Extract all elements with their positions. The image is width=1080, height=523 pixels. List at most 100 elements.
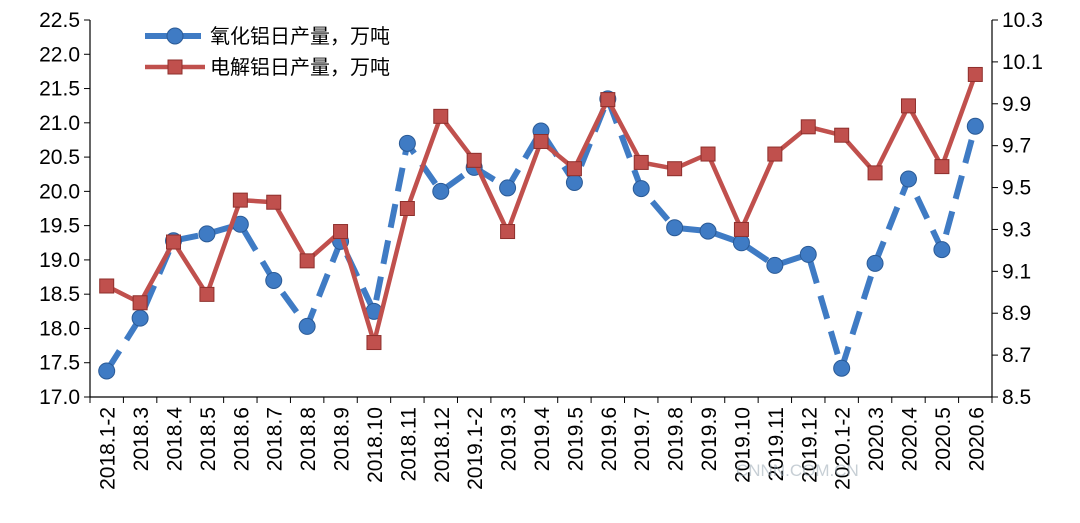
data-point	[667, 161, 683, 177]
data-point	[366, 335, 382, 351]
x-tick-label: 2019.10	[731, 407, 754, 483]
x-tick-label: 2019.1-2	[464, 407, 487, 490]
x-tick-label: 2018.8	[297, 407, 320, 471]
right-tick-label: 8.5	[1002, 386, 1031, 409]
left-tick-label: 17.0	[39, 386, 80, 409]
data-point	[131, 309, 149, 327]
axes	[89, 20, 993, 398]
right-tick-label: 8.7	[1002, 344, 1031, 367]
data-point	[733, 221, 749, 237]
data-point	[98, 362, 116, 380]
x-tick-label: 2018.1-2	[97, 407, 120, 490]
data-point	[767, 146, 783, 162]
data-point	[533, 133, 549, 149]
legend-marker-electrolytic	[167, 59, 183, 75]
data-point	[899, 170, 917, 188]
right-tick-label: 10.3	[1002, 9, 1043, 32]
right-tick-label: 9.9	[1002, 93, 1031, 116]
data-point	[299, 253, 315, 269]
watermark: CNNN.COM.CN	[736, 461, 859, 480]
series-layer	[98, 66, 984, 380]
left-tick-label: 19.5	[39, 215, 80, 238]
data-point	[600, 92, 616, 108]
data-point	[933, 241, 951, 259]
series-electrolytic	[99, 66, 983, 351]
data-point	[766, 256, 784, 274]
left-axis-ticks: 17.0 17.5 18.0 18.5 19.0 19.5 20.0 20.5 21.0 21.5…	[39, 9, 90, 409]
data-point	[633, 154, 649, 170]
x-tick-label: 2020.5	[932, 407, 955, 471]
data-point	[966, 117, 984, 135]
x-tick-label: 2018.7	[264, 407, 287, 471]
data-point	[265, 271, 283, 289]
x-tick-label: 2019.6	[598, 407, 621, 471]
left-tick-label: 20.5	[39, 146, 80, 169]
x-tick-label: 2018.6	[230, 407, 253, 471]
x-tick-label: 2018.5	[197, 407, 220, 471]
data-point	[867, 165, 883, 181]
left-tick-label: 20.0	[39, 180, 80, 203]
series-line	[105, 73, 978, 345]
x-tick-label: 2018.12	[431, 407, 454, 483]
left-tick-label: 21.0	[39, 112, 80, 135]
data-point	[666, 219, 684, 237]
data-point	[566, 161, 582, 177]
data-point	[632, 180, 650, 198]
data-point	[900, 98, 916, 114]
data-point	[432, 182, 450, 200]
right-tick-label: 8.9	[1002, 302, 1031, 325]
data-point	[800, 119, 816, 135]
legend-item-alumina: 氧化铝日产量，万吨	[145, 24, 390, 48]
x-tick-label: 2019.4	[531, 407, 554, 472]
x-tick-label: 2019.3	[498, 407, 521, 471]
left-tick-label: 18.5	[39, 283, 80, 306]
right-tick-label: 9.3	[1002, 218, 1031, 241]
x-tick-label: 2018.9	[331, 407, 354, 471]
left-tick-label: 18.0	[39, 317, 80, 340]
data-point	[266, 194, 282, 210]
legend: 氧化铝日产量，万吨 电解铝日产量，万吨	[145, 24, 390, 79]
x-tick-label: 2018.3	[130, 407, 153, 471]
right-tick-label: 9.5	[1002, 177, 1031, 200]
x-tick-label: 2020.6	[965, 407, 988, 471]
x-tick-label: 2020.3	[865, 407, 888, 471]
data-point	[499, 179, 517, 197]
right-tick-label: 9.1	[1002, 260, 1031, 283]
legend-marker-alumina	[166, 27, 184, 45]
data-point	[799, 245, 817, 263]
data-point	[198, 225, 216, 243]
data-point	[399, 201, 415, 216]
x-tick-label: 2019.12	[798, 407, 821, 483]
data-point	[298, 317, 316, 335]
left-tick-label: 21.5	[39, 78, 80, 101]
legend-item-electrolytic: 电解铝日产量，万吨	[145, 55, 390, 79]
data-point	[398, 134, 416, 152]
right-tick-label: 10.1	[1002, 51, 1043, 74]
data-point	[732, 234, 750, 252]
data-point	[834, 127, 850, 143]
data-point	[565, 173, 583, 191]
data-point	[500, 224, 516, 240]
data-point	[700, 146, 716, 162]
data-point	[433, 108, 449, 124]
x-tick-label: 2019.5	[564, 407, 587, 471]
left-tick-label: 17.5	[39, 352, 80, 375]
data-point	[466, 152, 482, 168]
x-tick-label: 2019.9	[698, 407, 721, 471]
x-tick-label: 2018.10	[364, 407, 387, 483]
legend-label-electrolytic: 电解铝日产量，万吨	[210, 55, 390, 79]
x-tick-label: 2020.4	[898, 407, 921, 472]
data-point	[699, 222, 717, 240]
x-tick-label: 2019.8	[665, 407, 688, 471]
x-tick-label: 2019.7	[631, 407, 654, 471]
series-line	[104, 95, 979, 373]
x-tick-label: 2018.4	[164, 407, 187, 472]
data-point	[99, 278, 115, 294]
x-tick-label: 2019.11	[765, 407, 788, 481]
data-point	[132, 295, 148, 311]
data-point	[866, 254, 884, 272]
left-tick-label: 22.5	[39, 9, 80, 32]
right-tick-label: 9.7	[1002, 135, 1031, 158]
data-point	[967, 66, 983, 82]
